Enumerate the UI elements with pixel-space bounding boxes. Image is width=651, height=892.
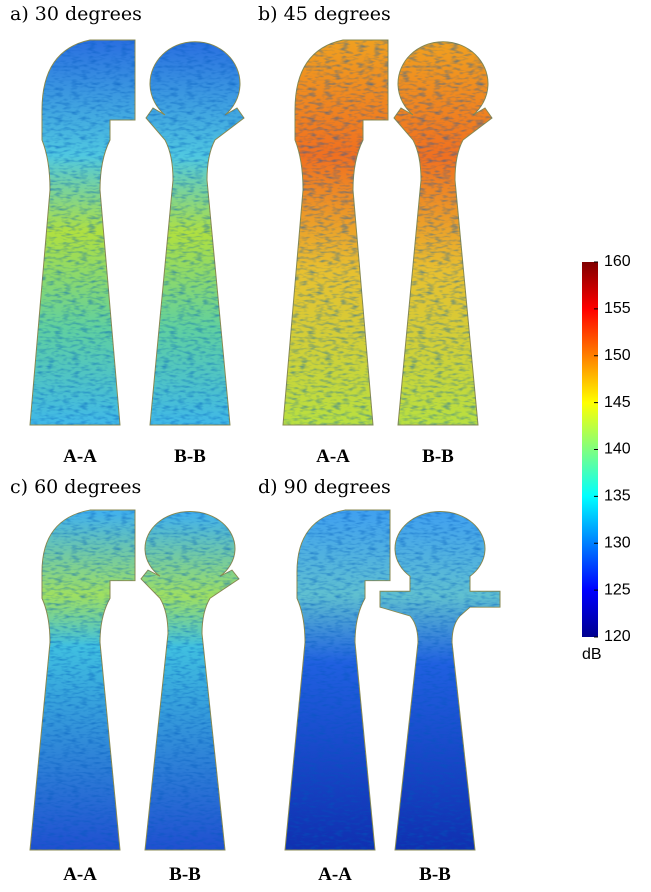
- field-texture: [380, 511, 500, 850]
- colorbar-tick-label: 150: [604, 347, 631, 364]
- field-texture: [146, 41, 244, 426]
- panel: d) 90 degrees A-A B-B: [258, 476, 501, 885]
- field-texture: [394, 41, 492, 426]
- colorbar-tick-label: 155: [604, 300, 631, 317]
- panel: c) 60 degrees A-A B-B: [10, 476, 240, 885]
- field-texture: [141, 511, 239, 850]
- section-label: B-B: [169, 864, 201, 885]
- panel: b) 45 degrees A-A B-B: [258, 3, 493, 467]
- field-texture: [30, 510, 135, 850]
- panel-label: d) 90 degrees: [258, 476, 391, 498]
- section-label: A-A: [63, 864, 97, 885]
- colorbar-axis: 120 125 130 135 140 145 150 155 160: [594, 253, 631, 645]
- field-texture: [30, 40, 135, 425]
- section-label: A-A: [318, 864, 352, 885]
- colorbar-tick-label: 145: [604, 394, 631, 411]
- colorbar-tick-label: 130: [604, 534, 631, 551]
- colorbar-tick-label: 125: [604, 581, 631, 598]
- section-label: B-B: [419, 864, 451, 885]
- section-label: A-A: [316, 446, 350, 467]
- panel-label: c) 60 degrees: [10, 476, 141, 498]
- panel-label: a) 30 degrees: [10, 3, 142, 25]
- field-texture: [283, 40, 388, 425]
- panel-label: b) 45 degrees: [258, 3, 391, 25]
- colorbar-tick-label: 140: [604, 441, 631, 458]
- section-label: A-A: [63, 446, 97, 467]
- colorbar-tick-label: 160: [604, 253, 631, 270]
- panel: a) 30 degrees A-A B-B: [10, 3, 245, 467]
- field-texture: [285, 510, 390, 850]
- section-label: B-B: [174, 446, 206, 467]
- colorbar-unit: dB: [582, 646, 602, 663]
- colorbar-tick-label: 135: [604, 488, 631, 505]
- section-label: B-B: [422, 446, 454, 467]
- colorbar-tick-label: 120: [604, 628, 631, 645]
